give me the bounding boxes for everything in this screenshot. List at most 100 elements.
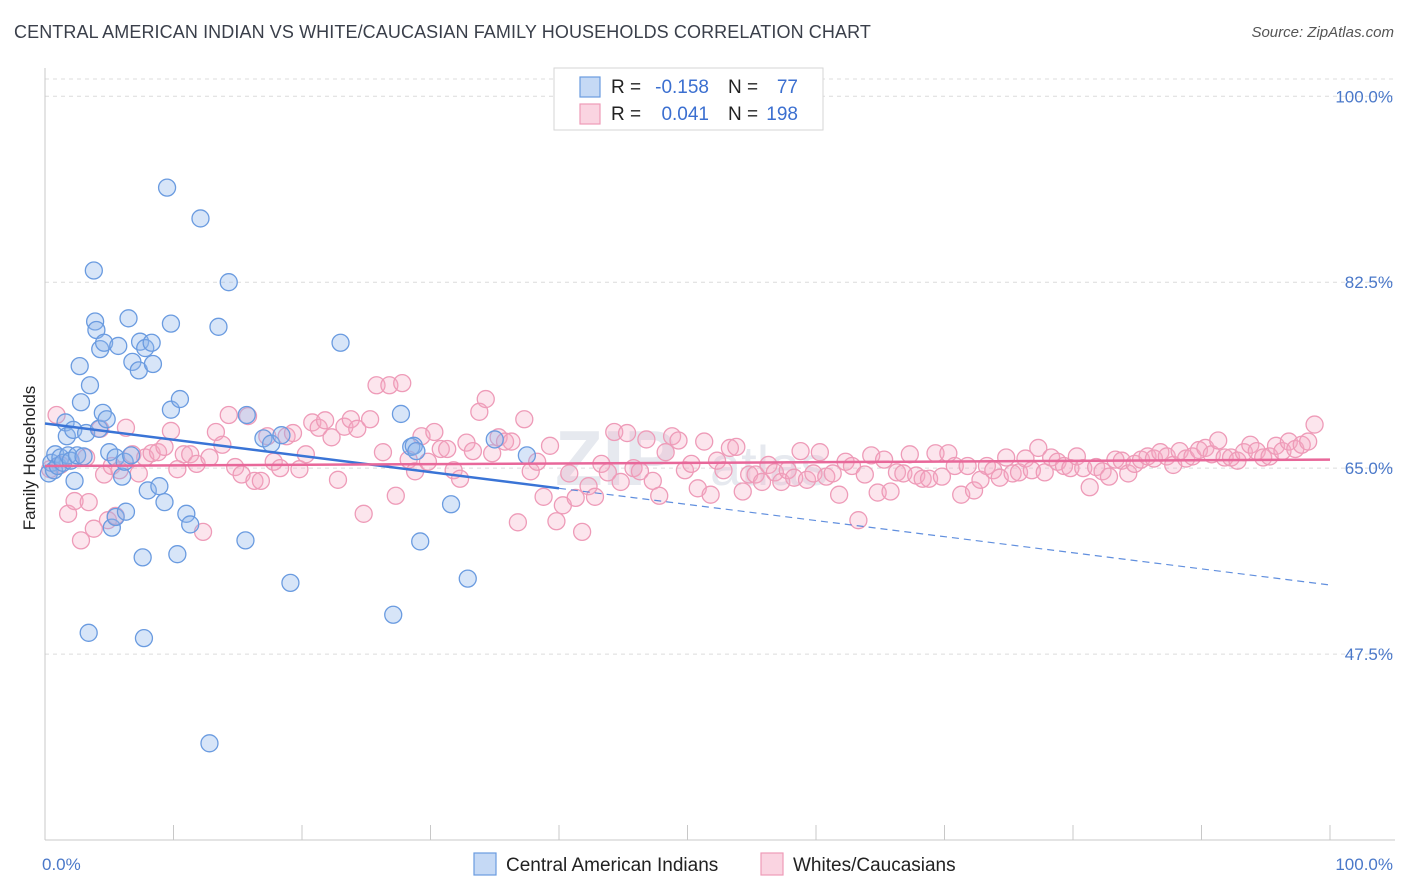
data-points	[39, 178, 1324, 753]
point-white-126	[829, 485, 849, 504]
point-white-93	[617, 423, 637, 443]
point-white-88	[585, 487, 605, 506]
point-white-52	[354, 504, 373, 523]
point-white-35	[245, 471, 264, 491]
point-white-57	[386, 486, 405, 505]
point-white-48	[328, 470, 348, 489]
point-central-american-76	[517, 446, 537, 465]
point-white-162	[1061, 458, 1080, 478]
series-legend-label-0: Central American Indians	[506, 855, 718, 876]
point-white-115	[759, 455, 778, 475]
point-white-120	[791, 441, 810, 461]
point-white-92	[611, 472, 630, 492]
point-white-134	[881, 482, 900, 501]
point-white-47	[322, 428, 341, 447]
y-tick-label-3: 47.5%	[1345, 645, 1393, 664]
point-central-american-18	[79, 623, 98, 642]
point-white-34	[238, 406, 258, 426]
stats-legend: R = -0.158 N = 77 R = 0.041 N = 198	[553, 67, 824, 131]
point-white-101	[669, 431, 688, 450]
point-white-8	[84, 519, 103, 538]
point-white-142	[932, 467, 952, 486]
point-central-american-73	[441, 495, 461, 514]
point-white-155	[1016, 449, 1035, 468]
point-white-137	[900, 445, 919, 464]
point-white-85	[566, 488, 585, 508]
point-white-125	[823, 464, 842, 483]
point-central-american-35	[116, 502, 136, 521]
point-white-139	[913, 469, 932, 488]
point-central-american-42	[134, 628, 154, 648]
point-white-21	[155, 437, 174, 457]
point-central-american-26	[94, 333, 114, 352]
point-white-152	[997, 448, 1016, 467]
point-central-american-50	[161, 314, 181, 333]
trend-line-white	[44, 458, 1331, 468]
point-white-25	[181, 445, 200, 464]
point-white-200	[1305, 415, 1324, 434]
point-white-75	[502, 432, 521, 451]
point-white-192	[1254, 448, 1273, 467]
point-white-39	[271, 458, 290, 478]
point-central-american-52	[168, 545, 187, 564]
point-central-american-32	[109, 336, 128, 356]
point-white-171	[1119, 464, 1138, 483]
point-central-american-41	[133, 548, 152, 567]
point-central-american-68	[391, 404, 411, 424]
point-white-108	[714, 461, 733, 480]
point-white-51	[348, 419, 367, 438]
point-central-american-67	[384, 605, 403, 624]
point-white-79	[528, 452, 547, 471]
point-central-american-33	[112, 467, 132, 486]
point-central-american-44	[138, 481, 157, 500]
point-white-96	[637, 430, 656, 449]
point-white-91	[605, 422, 624, 442]
point-white-67	[450, 469, 470, 488]
point-central-american-60	[236, 531, 255, 550]
point-white-87	[579, 477, 598, 496]
point-white-199	[1299, 432, 1318, 451]
point-white-132	[868, 483, 887, 502]
stats-n-label-0: N =	[728, 77, 758, 98]
point-white-109	[720, 438, 740, 458]
point-central-american-55	[181, 515, 200, 534]
x-tick-label-min: 0.0%	[42, 855, 81, 874]
point-white-28	[200, 448, 219, 467]
point-white-55	[373, 443, 393, 462]
series-legend-swatch-0	[473, 852, 497, 876]
point-white-43	[296, 445, 316, 464]
stats-swatch-0	[579, 76, 601, 98]
point-central-american-49	[157, 178, 177, 197]
point-white-157	[1029, 438, 1048, 458]
point-white-64	[431, 439, 450, 459]
stats-r-label-1: R =	[611, 104, 641, 125]
point-white-133	[874, 450, 894, 469]
point-white-45	[309, 418, 328, 437]
point-white-50	[341, 410, 360, 429]
point-central-american-47	[150, 477, 169, 496]
stats-r-value-1: 0.041	[661, 104, 709, 125]
point-white-76	[508, 513, 528, 532]
point-central-american-15	[71, 393, 91, 412]
point-central-american-54	[177, 504, 196, 523]
point-central-american-20	[84, 261, 103, 280]
point-white-135	[887, 463, 907, 482]
point-central-american-57	[200, 734, 219, 753]
point-central-american-29	[102, 518, 121, 537]
point-central-american-31	[106, 507, 125, 527]
trend-line-central-american	[44, 422, 560, 490]
point-central-american-36	[119, 309, 138, 328]
point-white-98	[650, 486, 669, 505]
x-tick-label-max: 100.0%	[1335, 855, 1393, 874]
trend-line-central-american-extension	[558, 487, 1331, 586]
point-central-american-66	[331, 333, 350, 352]
point-central-american-53	[170, 389, 190, 409]
point-white-5	[71, 531, 91, 550]
stats-n-value-0: 77	[777, 77, 798, 98]
point-white-113	[746, 465, 765, 484]
stats-r-value-0: -0.158	[655, 77, 709, 98]
stats-swatch-1	[579, 103, 601, 125]
point-white-63	[425, 422, 444, 442]
point-central-american-75	[485, 430, 504, 449]
